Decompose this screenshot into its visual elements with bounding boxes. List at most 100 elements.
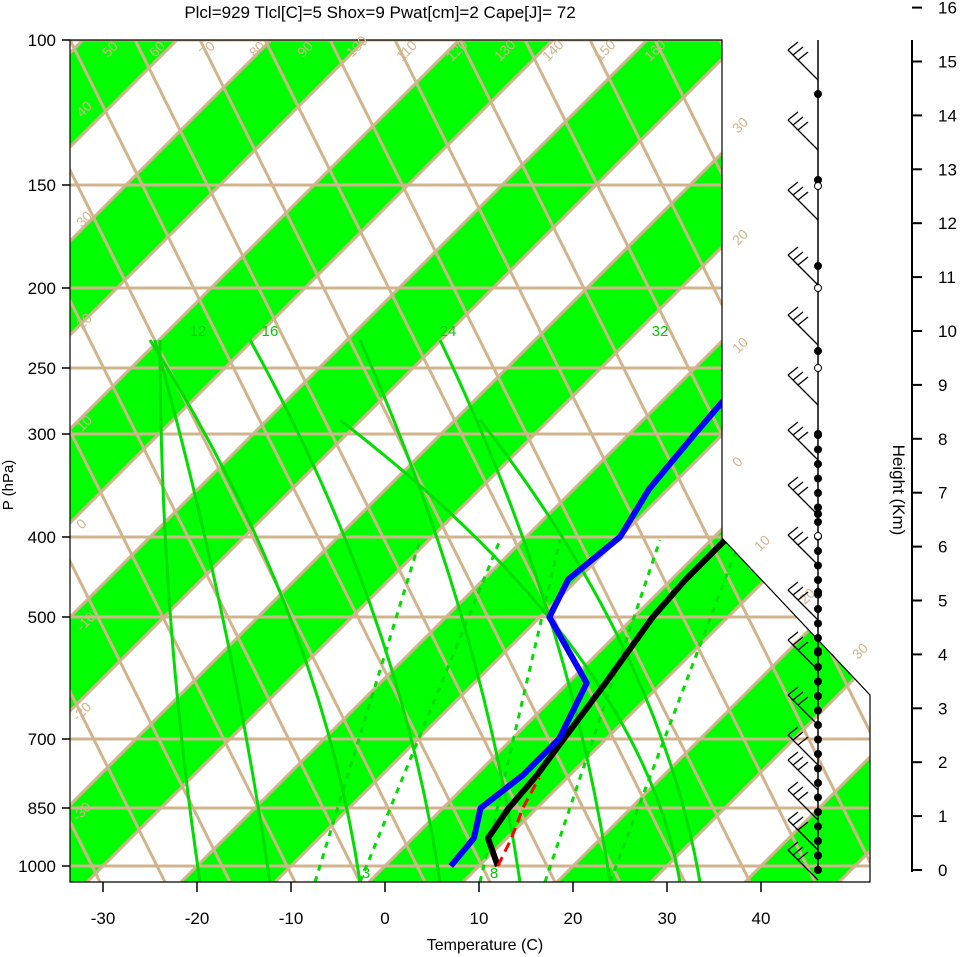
wind-dot — [814, 605, 822, 613]
mixing-ratio-line — [543, 539, 662, 882]
wind-dot-open — [814, 182, 822, 190]
wind-dot — [814, 735, 822, 744]
wind-dot — [814, 347, 822, 355]
wind-barb-feather — [792, 481, 804, 491]
height-tick-label: 2 — [938, 753, 947, 772]
wind-barb-feather — [792, 731, 804, 741]
wind-barb-feather — [787, 751, 799, 761]
y-tick-label: 250 — [28, 359, 56, 378]
wind-dot-open — [814, 532, 822, 540]
wind-barb-feather — [787, 111, 799, 121]
wind-barb — [787, 484, 819, 516]
wind-dot — [814, 619, 822, 628]
wind-dot — [814, 176, 822, 184]
wind-barb — [787, 49, 819, 81]
y-tick-label: 700 — [28, 730, 56, 749]
wind-dot — [814, 262, 822, 270]
x-tick-label: -20 — [185, 909, 210, 928]
wind-dot — [814, 866, 822, 874]
height-tick-label: 11 — [938, 268, 956, 287]
wind-barb-feather — [792, 426, 804, 436]
dry-adiabat-line — [70, 40, 427, 882]
mixing-ratio-label: 8 — [490, 865, 498, 882]
isotherm-label: 30 — [849, 640, 871, 662]
isotherm-line — [70, 40, 273, 882]
wind-dot — [814, 793, 822, 802]
height-tick-label: 14 — [938, 106, 957, 125]
dry-adiabat-line — [133, 40, 557, 882]
wind-barb-feather — [797, 376, 809, 386]
mixing-ratio-label: 12 — [190, 323, 207, 340]
wind-barb-feather — [792, 531, 804, 541]
wind-barb-feather — [787, 366, 799, 376]
isotherm-band — [70, 40, 870, 882]
wind-barb-feather — [792, 186, 804, 196]
wind-dot — [814, 503, 822, 512]
y-tick-label: 200 — [28, 279, 56, 298]
wind-dot — [814, 808, 822, 816]
wind-barb-feather — [787, 631, 799, 641]
wind-dot — [814, 576, 822, 584]
wind-dot — [814, 750, 822, 758]
isotherm-line — [649, 40, 870, 882]
mixing-ratio-label: 16 — [262, 323, 279, 340]
wind-barb-feather — [797, 486, 809, 496]
wind-barb — [787, 759, 819, 791]
wind-barb-feather — [792, 636, 804, 646]
wind-barb-feather — [792, 816, 804, 826]
height-tick-label: 7 — [938, 484, 947, 503]
isotherm-line — [70, 40, 555, 882]
y-axis-label: P (hPa) — [0, 460, 17, 511]
wind-barb-feather — [797, 736, 809, 746]
wind-barb-feather — [797, 431, 809, 441]
parcel-profile — [496, 776, 541, 867]
wind-dot — [814, 706, 822, 715]
wind-barb-feather — [792, 116, 804, 126]
height-tick-label: 16 — [938, 0, 957, 18]
isotherm-line — [179, 40, 870, 882]
wind-dot — [814, 445, 822, 454]
x-axis-label: Temperature (C) — [427, 937, 543, 954]
wind-barb-feather — [797, 641, 809, 651]
wet-adiabat-line — [438, 339, 612, 882]
wind-barb-feather — [792, 786, 804, 796]
wind-barb-feather — [792, 846, 804, 856]
wind-dot — [814, 588, 822, 596]
x-tick-label: 20 — [564, 909, 583, 928]
wind-dot-open — [814, 364, 822, 372]
height-tick-label: 13 — [938, 160, 957, 179]
wet-adiabat-line — [339, 418, 682, 882]
x-tick-label: 0 — [380, 909, 389, 928]
dry-adiabat-line — [263, 40, 687, 882]
wind-barb — [787, 534, 819, 566]
isotherm-line — [70, 40, 649, 882]
y-tick-label: 1000 — [18, 857, 56, 876]
x-tick-label: -30 — [91, 909, 116, 928]
wind-barb-feather — [792, 586, 804, 596]
wind-barb-feather — [787, 526, 799, 536]
isotherm-line — [70, 40, 743, 882]
wind-dot — [814, 460, 822, 468]
wind-barb-feather — [787, 181, 799, 191]
dry-adiabat-line — [328, 40, 752, 882]
isotherm-band — [181, 40, 870, 882]
wind-dot — [814, 90, 822, 98]
isotherm-band — [70, 40, 741, 882]
mixing-ratio-line — [358, 539, 502, 882]
wind-barb-feather — [792, 251, 804, 261]
wind-barb — [787, 374, 819, 406]
dry-adiabat-line — [70, 40, 362, 882]
wind-dot — [814, 851, 822, 860]
y-tick-label: 150 — [28, 176, 56, 195]
height-axis-label: Height (Km) — [889, 445, 908, 536]
wind-barb-feather — [787, 41, 799, 51]
wet-adiabat-line — [158, 339, 202, 882]
x-tick-label: 10 — [470, 909, 489, 928]
isotherm-band — [557, 40, 870, 882]
wind-dot — [814, 547, 822, 555]
wind-barb-feather — [797, 761, 809, 771]
mixing-ratio-label: 24 — [440, 323, 457, 340]
height-tick-label: 5 — [938, 592, 947, 611]
